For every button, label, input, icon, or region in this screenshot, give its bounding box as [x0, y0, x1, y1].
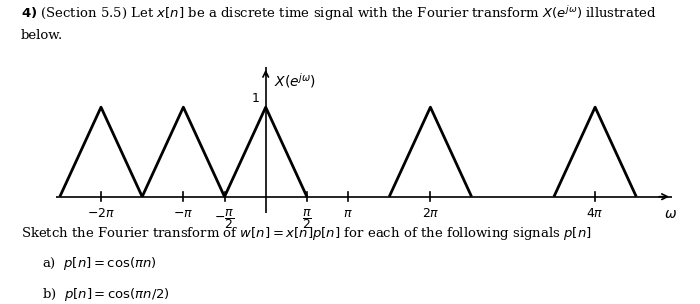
Text: below.: below. [21, 29, 63, 42]
Text: $\pi$: $\pi$ [343, 207, 353, 220]
Text: Sketch the Fourier transform of $w[n] = x[n]p[n]$ for each of the following sign: Sketch the Fourier transform of $w[n] = … [21, 225, 592, 242]
Text: $X(e^{j\omega})$: $X(e^{j\omega})$ [274, 71, 316, 90]
Text: $-\pi$: $-\pi$ [174, 207, 193, 220]
Text: $-\dfrac{\pi}{2}$: $-\dfrac{\pi}{2}$ [214, 207, 234, 231]
Text: a)  $p[n] = \cos(\pi n)$: a) $p[n] = \cos(\pi n)$ [42, 255, 157, 272]
Text: $4\pi$: $4\pi$ [587, 207, 604, 220]
Text: $\omega$: $\omega$ [664, 207, 677, 221]
Text: 1: 1 [251, 92, 259, 105]
Text: $2\pi$: $2\pi$ [421, 207, 439, 220]
Text: $\dfrac{\pi}{2}$: $\dfrac{\pi}{2}$ [302, 207, 312, 231]
Text: b)  $p[n] = \cos(\pi n/2)$: b) $p[n] = \cos(\pi n/2)$ [42, 286, 169, 303]
Text: $\mathbf{4)}$ (Section 5.5) Let $x[n]$ be a discrete time signal with the Fourie: $\mathbf{4)}$ (Section 5.5) Let $x[n]$ b… [21, 5, 657, 23]
Text: $-2\pi$: $-2\pi$ [87, 207, 115, 220]
